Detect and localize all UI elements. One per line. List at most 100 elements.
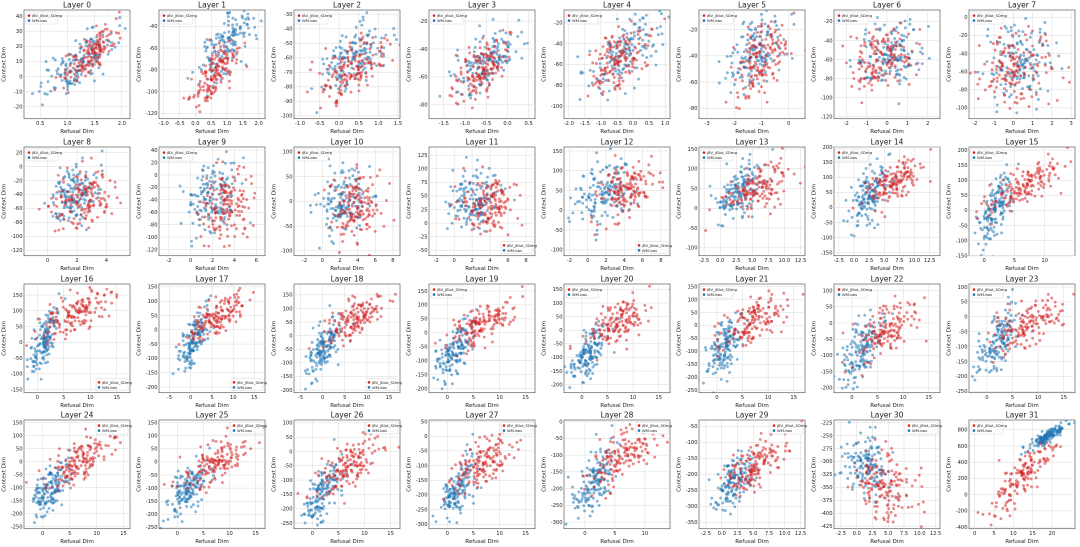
point-wm-bas <box>223 31 226 35</box>
point-wm-bas <box>49 89 53 93</box>
point-jbv-jblut <box>651 182 654 186</box>
point-jbv-jblut <box>617 193 621 197</box>
point-jbv-jblut <box>253 191 257 195</box>
point-wm-bas <box>851 198 855 202</box>
point-wm-bas <box>883 198 887 202</box>
point-jbv-jblut <box>89 55 93 59</box>
point-wm-bas <box>592 70 596 73</box>
point-jbv-jblut <box>1005 70 1009 74</box>
point-wm-bas <box>606 98 610 102</box>
point-jbv-jblut <box>894 177 898 181</box>
point-jbv-jblut <box>71 221 75 225</box>
y-axis-label: Context Dim <box>542 184 548 219</box>
point-wm-bas <box>773 14 777 18</box>
point-wm-bas <box>593 176 597 180</box>
point-jbv-jblut <box>737 195 741 198</box>
y-tick-label: -20 <box>14 104 22 110</box>
point-wm-bas <box>658 10 662 13</box>
y-tick-label: -50 <box>419 248 427 254</box>
point-jbv-jblut <box>612 81 616 85</box>
point-jbv-jblut <box>774 63 778 66</box>
x-tick-label: 2.5 <box>865 258 873 264</box>
y-tick-label: 20 <box>16 150 23 156</box>
point-jbv-jblut <box>233 208 237 212</box>
point-wm-bas <box>366 34 370 38</box>
point-wm-bas <box>1015 42 1019 46</box>
point-wm-bas <box>214 36 218 40</box>
point-wm-bas <box>315 202 318 206</box>
point-jbv-jblut <box>82 210 86 214</box>
point-jbv-jblut <box>330 75 334 79</box>
point-jbv-jblut <box>748 191 752 195</box>
point-wm-bas <box>67 195 71 198</box>
point-wm-bas <box>208 59 211 63</box>
x-tick-label: 0.0 <box>335 121 343 127</box>
point-jbv-jblut <box>233 188 237 192</box>
point-jbv-jblut <box>766 163 770 167</box>
point-jbv-jblut <box>1061 76 1065 80</box>
point-jbv-jblut <box>364 71 368 74</box>
point-wm-bas <box>361 15 365 19</box>
point-jbv-jblut <box>1003 73 1007 77</box>
point-wm-bas <box>222 40 226 44</box>
point-jbv-jblut <box>486 63 490 66</box>
point-wm-bas <box>614 69 617 73</box>
point-wm-bas <box>80 223 84 227</box>
point-jbv-jblut <box>637 194 641 197</box>
point-wm-bas <box>204 197 207 201</box>
point-wm-bas <box>895 25 899 29</box>
point-wm-bas <box>853 193 857 197</box>
point-wm-bas <box>213 179 217 183</box>
point-jbv-jblut <box>64 54 68 58</box>
point-wm-bas <box>908 17 912 21</box>
point-jbv-jblut <box>205 99 209 103</box>
point-wm-bas <box>476 158 479 162</box>
y-tick-label: -100 <box>551 104 563 110</box>
point-jbv-jblut <box>453 184 457 188</box>
point-jbv-jblut <box>913 164 917 168</box>
point-jbv-jblut <box>760 73 764 77</box>
point-wm-bas <box>729 183 733 187</box>
point-jbv-jblut <box>364 75 368 79</box>
point-wm-bas <box>57 181 61 185</box>
point-wm-bas <box>351 195 355 198</box>
point-jbv-jblut <box>893 48 897 51</box>
y-tick-label: -100 <box>551 247 563 253</box>
point-jbv-jblut <box>760 85 763 89</box>
point-jbv-jblut <box>497 210 501 214</box>
point-jbv-jblut <box>381 52 385 56</box>
point-jbv-jblut <box>485 58 489 62</box>
point-jbv-jblut <box>214 53 218 57</box>
point-jbv-jblut <box>747 214 751 218</box>
x-axis-label: Refusal Dim <box>600 266 634 272</box>
point-jbv-jblut <box>79 196 83 200</box>
point-jbv-jblut <box>757 90 761 93</box>
point-jbv-jblut <box>743 193 747 197</box>
point-jbv-jblut <box>461 80 465 84</box>
point-jbv-jblut <box>79 203 82 207</box>
point-wm-bas <box>601 193 605 197</box>
point-jbv-jblut <box>757 180 761 184</box>
y-tick-label: -80 <box>554 83 562 89</box>
point-wm-bas <box>870 218 874 222</box>
point-jbv-jblut <box>1010 33 1014 37</box>
point-jbv-jblut <box>618 200 622 204</box>
point-wm-bas <box>654 49 658 53</box>
point-jbv-jblut <box>367 253 371 256</box>
point-wm-bas <box>741 201 744 205</box>
legend-label-b: WM-bas <box>302 155 317 160</box>
point-wm-bas <box>522 42 526 46</box>
point-wm-bas <box>744 55 747 59</box>
point-jbv-jblut <box>77 190 81 194</box>
point-jbv-jblut <box>642 174 646 178</box>
point-jbv-jblut <box>781 50 785 54</box>
point-jbv-jblut <box>737 107 741 111</box>
point-jbv-jblut <box>358 197 362 201</box>
point-jbv-jblut <box>196 92 200 96</box>
point-jbv-jblut <box>233 234 237 238</box>
point-jbv-jblut <box>499 213 503 217</box>
point-wm-bas <box>873 22 877 26</box>
point-jbv-jblut <box>1030 95 1034 99</box>
point-jbv-jblut <box>471 190 475 194</box>
point-jbv-jblut <box>484 195 488 199</box>
